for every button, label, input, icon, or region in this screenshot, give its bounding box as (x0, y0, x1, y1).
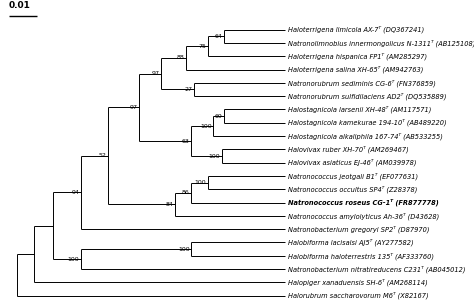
Text: Halopiger xanaduensis SH-6ᵀ (AM268114): Halopiger xanaduensis SH-6ᵀ (AM268114) (289, 278, 428, 286)
Text: Natronobacterium nitratireducens C231ᵀ (AB045012): Natronobacterium nitratireducens C231ᵀ (… (289, 265, 466, 273)
Text: 86: 86 (182, 190, 190, 195)
Text: 88: 88 (176, 55, 184, 60)
Text: 100: 100 (194, 180, 206, 185)
Text: 0.01: 0.01 (9, 1, 31, 10)
Text: Haloterrigena hispanica FP1ᵀ (AM285297): Haloterrigena hispanica FP1ᵀ (AM285297) (289, 52, 428, 60)
Text: Halovivax ruber XH-70ᵀ (AM269467): Halovivax ruber XH-70ᵀ (AM269467) (289, 146, 409, 153)
Text: Halorubrum saccharovorum M6ᵀ (X82167): Halorubrum saccharovorum M6ᵀ (X82167) (289, 292, 429, 299)
Text: 100: 100 (178, 247, 190, 251)
Text: 100: 100 (67, 257, 79, 261)
Text: 97: 97 (129, 105, 137, 110)
Text: Haloterrigena salina XH-65ᵀ (AM942763): Haloterrigena salina XH-65ᵀ (AM942763) (289, 66, 424, 73)
Text: Halobiforma lacisalsi AJ5ᵀ (AY277582): Halobiforma lacisalsi AJ5ᵀ (AY277582) (289, 239, 414, 246)
Text: Haloterrigena limicola AX-7ᵀ (DQ367241): Haloterrigena limicola AX-7ᵀ (DQ367241) (289, 26, 425, 33)
Text: 97: 97 (151, 71, 159, 76)
Text: Halostagnicola kamekurae 194-10ᵀ (AB489220): Halostagnicola kamekurae 194-10ᵀ (AB4892… (289, 119, 447, 126)
Text: 94: 94 (71, 190, 79, 195)
Text: Halobiforma haloterrestris 135ᵀ (AF333760): Halobiforma haloterrestris 135ᵀ (AF33376… (289, 252, 435, 259)
Text: Natronococcus roseus CG-1ᵀ (FR877778): Natronococcus roseus CG-1ᵀ (FR877778) (289, 199, 439, 206)
Text: Halostagnicola larsenii XH-48ᵀ (AM117571): Halostagnicola larsenii XH-48ᵀ (AM117571… (289, 106, 432, 113)
Text: Halovivax asiaticus EJ-46ᵀ (AM039978): Halovivax asiaticus EJ-46ᵀ (AM039978) (289, 159, 417, 166)
Text: Natronococcus jeotgali B1ᵀ (EF077631): Natronococcus jeotgali B1ᵀ (EF077631) (289, 172, 419, 180)
Text: Natronococcus occultus SP4ᵀ (Z28378): Natronococcus occultus SP4ᵀ (Z28378) (289, 185, 418, 193)
Text: 84: 84 (165, 202, 173, 207)
Text: 52: 52 (99, 153, 107, 158)
Text: Natronorubrum sediminis CG-6ᵀ (FN376859): Natronorubrum sediminis CG-6ᵀ (FN376859) (289, 79, 437, 87)
Text: 27: 27 (184, 87, 192, 92)
Text: 100: 100 (209, 154, 220, 158)
Text: 64: 64 (215, 34, 223, 39)
Text: Natronobacterium gregoryi SP2ᵀ (D87970): Natronobacterium gregoryi SP2ᵀ (D87970) (289, 225, 430, 233)
Text: 100: 100 (200, 124, 212, 128)
Text: Natronococcus amylolyticus Ah-36ᵀ (D43628): Natronococcus amylolyticus Ah-36ᵀ (D4362… (289, 212, 440, 220)
Text: Halostagnicola alkaliphila 167-74ᵀ (AB533255): Halostagnicola alkaliphila 167-74ᵀ (AB53… (289, 132, 443, 140)
Text: Natronolimnobius innermongolicus N-1311ᵀ (AB125108): Natronolimnobius innermongolicus N-1311ᵀ… (289, 39, 474, 47)
Text: 75: 75 (198, 44, 206, 49)
Text: 69: 69 (215, 114, 223, 118)
Text: Natronorubrum sulfidilaciens AD2ᵀ (DQ535889): Natronorubrum sulfidilaciens AD2ᵀ (DQ535… (289, 92, 447, 100)
Text: 63: 63 (182, 138, 190, 144)
